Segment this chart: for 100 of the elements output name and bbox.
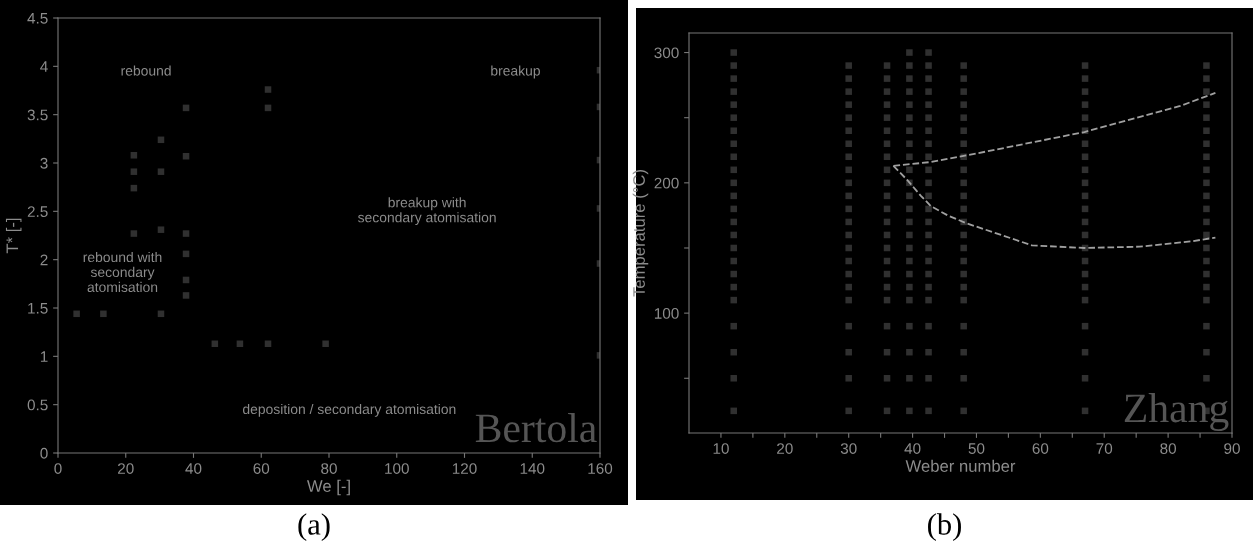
point xyxy=(925,205,932,213)
point xyxy=(157,168,165,175)
point xyxy=(925,127,932,134)
point xyxy=(906,88,913,95)
point xyxy=(925,140,932,148)
point xyxy=(906,205,913,213)
point xyxy=(925,244,932,252)
y-tick-label: 2 xyxy=(40,254,48,266)
point xyxy=(883,88,891,95)
point xyxy=(1203,296,1210,304)
x-tick-label: 40 xyxy=(904,443,921,454)
x-tick-label: 40 xyxy=(185,463,202,474)
point xyxy=(960,62,967,69)
point xyxy=(906,49,913,56)
x-tick-label: 80 xyxy=(1160,443,1177,454)
point xyxy=(845,218,852,226)
point xyxy=(730,407,737,415)
point xyxy=(925,231,932,239)
point xyxy=(906,283,913,291)
point xyxy=(1203,192,1210,200)
point xyxy=(960,296,967,304)
x-tick-label: 120 xyxy=(452,463,477,474)
point xyxy=(1081,114,1089,121)
point xyxy=(1203,114,1210,121)
point xyxy=(906,192,913,200)
point xyxy=(730,375,737,382)
point xyxy=(1203,101,1210,108)
point xyxy=(960,244,967,252)
point xyxy=(182,230,190,237)
point xyxy=(925,283,932,291)
point xyxy=(730,231,737,239)
point xyxy=(1203,127,1210,134)
point xyxy=(925,153,932,161)
point xyxy=(730,153,737,161)
point xyxy=(1081,62,1089,69)
point xyxy=(730,166,737,174)
x-tick-label: 160 xyxy=(588,463,613,474)
point xyxy=(730,296,737,304)
point xyxy=(1081,88,1089,95)
point xyxy=(925,88,932,95)
point xyxy=(906,127,913,134)
y-tick-label: 1 xyxy=(40,351,48,362)
point xyxy=(845,244,852,252)
point xyxy=(960,407,967,415)
point xyxy=(730,127,737,134)
point xyxy=(845,407,852,415)
point xyxy=(730,257,737,265)
point xyxy=(1203,283,1210,291)
point xyxy=(883,101,891,108)
point xyxy=(906,322,913,330)
point xyxy=(906,348,913,356)
point xyxy=(845,257,852,265)
point xyxy=(925,49,932,56)
point xyxy=(960,257,967,265)
point xyxy=(845,62,852,69)
point xyxy=(906,218,913,226)
point xyxy=(845,75,852,82)
point xyxy=(1203,140,1210,148)
point xyxy=(883,62,891,69)
point xyxy=(925,407,932,415)
y-tick-label: 4 xyxy=(40,61,48,72)
y-tick-label: 3.5 xyxy=(27,109,48,121)
point xyxy=(845,101,852,108)
point xyxy=(960,231,967,239)
point xyxy=(130,168,138,175)
x-tick-label: 60 xyxy=(253,463,270,474)
point xyxy=(960,348,967,356)
point xyxy=(906,257,913,265)
point xyxy=(1081,101,1089,108)
x-tick-label: 100 xyxy=(385,463,409,474)
x-tick-label: 140 xyxy=(520,463,545,474)
point xyxy=(1203,205,1210,213)
point xyxy=(960,205,967,213)
point xyxy=(925,192,932,200)
point xyxy=(883,75,891,82)
point xyxy=(1203,244,1210,252)
point xyxy=(730,179,737,187)
point xyxy=(925,62,932,69)
x-tick-label: 10 xyxy=(713,443,729,454)
point xyxy=(960,75,967,82)
point xyxy=(1203,348,1210,356)
point xyxy=(730,244,737,252)
point xyxy=(130,230,138,237)
point xyxy=(1203,166,1210,174)
point xyxy=(906,62,913,69)
y-axis-title: T* [-] xyxy=(5,218,22,254)
point xyxy=(845,114,852,121)
point xyxy=(264,86,272,93)
point xyxy=(845,179,852,187)
point xyxy=(1203,375,1210,382)
point xyxy=(925,101,932,108)
point xyxy=(845,205,852,213)
text: (a) xyxy=(298,513,330,542)
point xyxy=(960,375,967,382)
point xyxy=(100,310,107,318)
point xyxy=(1203,88,1210,95)
point xyxy=(960,270,967,278)
point xyxy=(906,244,913,252)
point xyxy=(1081,75,1089,82)
point xyxy=(906,270,913,278)
